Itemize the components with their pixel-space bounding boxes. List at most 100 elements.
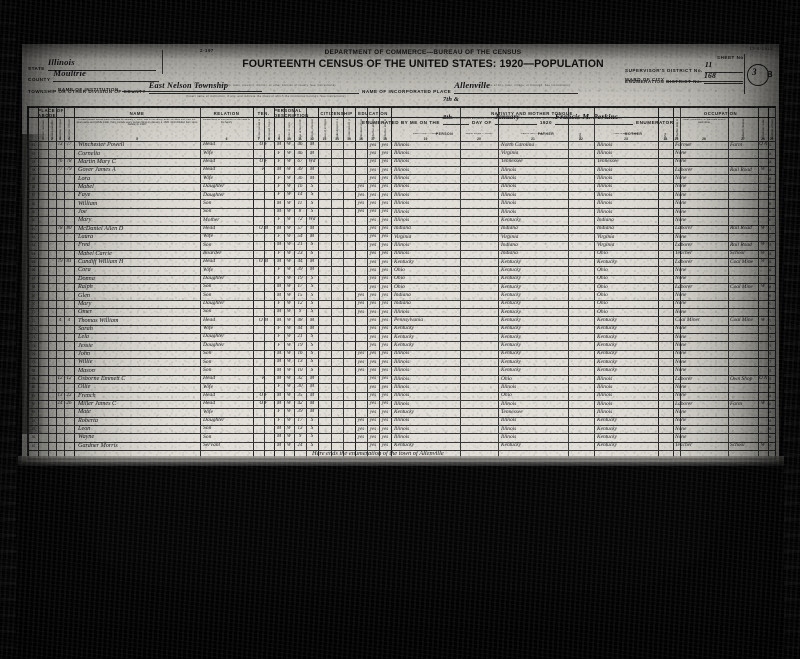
column-header: Place of birth — Person [412,133,439,135]
birthplace-father: Kentucky [501,317,522,324]
able-to-write: yes [381,259,389,265]
column-number: 6 [225,136,228,141]
sex: F [277,150,281,156]
grid-hline [28,157,775,159]
grid-hline [28,182,775,184]
person-name: Lora [78,174,91,182]
birthplace-mother: Illinois [597,183,613,190]
marital-status: M [309,409,315,415]
grid-hline [28,408,775,409]
birthplace-mother: Kentucky [597,425,618,432]
birthplace-father: Indiana [501,241,518,248]
race: W [286,309,292,315]
person-name: Faye [78,191,91,199]
marital-status: M [309,150,315,156]
birthplace-father: Tennessee [501,158,523,165]
race: W [286,392,292,398]
line-number: 66 [31,268,36,273]
column-header: Place of birth — Mother [613,133,639,135]
occupation: Laborer [675,166,693,173]
marital-status: M [309,142,315,148]
sex: M [276,442,282,448]
worker-class: W [760,284,766,290]
marital-status: S [310,342,314,348]
sex: F [277,334,281,340]
relation: Mother [203,216,220,223]
race: W [286,426,292,432]
person-name: Sarah [78,324,93,332]
sex: F [277,342,281,348]
tenure: O M [258,317,269,323]
person-name: Leon [78,425,91,433]
sex: M [276,376,282,381]
able-to-write: yes [381,351,389,357]
grid-hline [28,374,775,376]
age: 24 [297,442,303,448]
column-header: of each person whose place of abode on J… [76,119,198,127]
race: W [286,267,292,273]
grid-hline [28,349,775,351]
column-number: 22 [579,136,583,141]
line-number: 74 [31,335,36,340]
race: W [286,350,292,356]
birthplace-mother: Ohio [597,292,608,298]
age: 9 [298,309,302,315]
sex: F [277,234,281,240]
birthplace-mother: Illinois [597,208,613,215]
line-number: 51 [31,143,36,148]
person-name: Ralph [78,283,93,291]
able-to-write: yes [381,384,389,390]
birthplace-mother: Ohio [597,275,608,282]
line-number: 55 [31,176,36,181]
able-to-read: yes [369,384,377,390]
race: W [286,417,292,423]
line-number-right: 51 [767,143,772,148]
occupation: None [675,200,687,207]
person-name: Jessie [78,341,93,349]
age: 23 [297,250,303,256]
dwelling-number: 77 [57,167,63,173]
line-number: 67 [31,276,36,281]
column-number: 4 [68,136,70,141]
marital-status: S [310,183,314,189]
age: 9 [298,434,302,440]
able-to-read: yes [369,317,377,323]
occupation: Farmer [675,141,692,148]
able-to-write: yes [381,234,389,240]
birthplace-mother: Ohio [597,250,608,257]
birthplace-father: Kentucky [501,216,522,223]
sex: M [276,259,282,265]
able-to-read: yes [369,343,377,348]
grid-vline [775,107,776,459]
able-to-read: yes [369,368,377,374]
relation: Son [203,241,212,248]
birthplace-father: Indiana [501,250,518,257]
industry: Farm [730,141,742,148]
column-number: 27 [741,136,745,141]
birthplace-mother: Virginia [597,233,615,240]
marital-status: M [309,401,315,407]
able-to-write: yes [381,217,389,223]
age: 19 [297,342,303,348]
race: W [286,142,292,148]
able-to-write: yes [381,242,389,248]
able-to-write: yes [381,393,389,399]
person-name: Fred [78,241,90,249]
person-name: Roberta [78,416,98,424]
birthplace-father: Illinois [501,208,517,215]
birthplace-person: Illinois [394,400,410,407]
occupation: None [675,191,687,198]
state-label: STATE [28,66,45,71]
able-to-write: yes [381,201,389,207]
place-value: Allenville [454,80,491,90]
birthplace-person: Kentucky [394,333,415,340]
tenure: O F [259,392,268,398]
relation: Head [203,400,216,407]
sheet-value: 3 [752,67,757,77]
occupation: Laborer [675,258,693,265]
column-number: 14 [335,136,339,141]
state-value: Illinois [47,57,75,67]
able-to-read: yes [369,284,377,290]
attended-school: yes [357,192,365,198]
able-to-write: yes [381,309,389,315]
